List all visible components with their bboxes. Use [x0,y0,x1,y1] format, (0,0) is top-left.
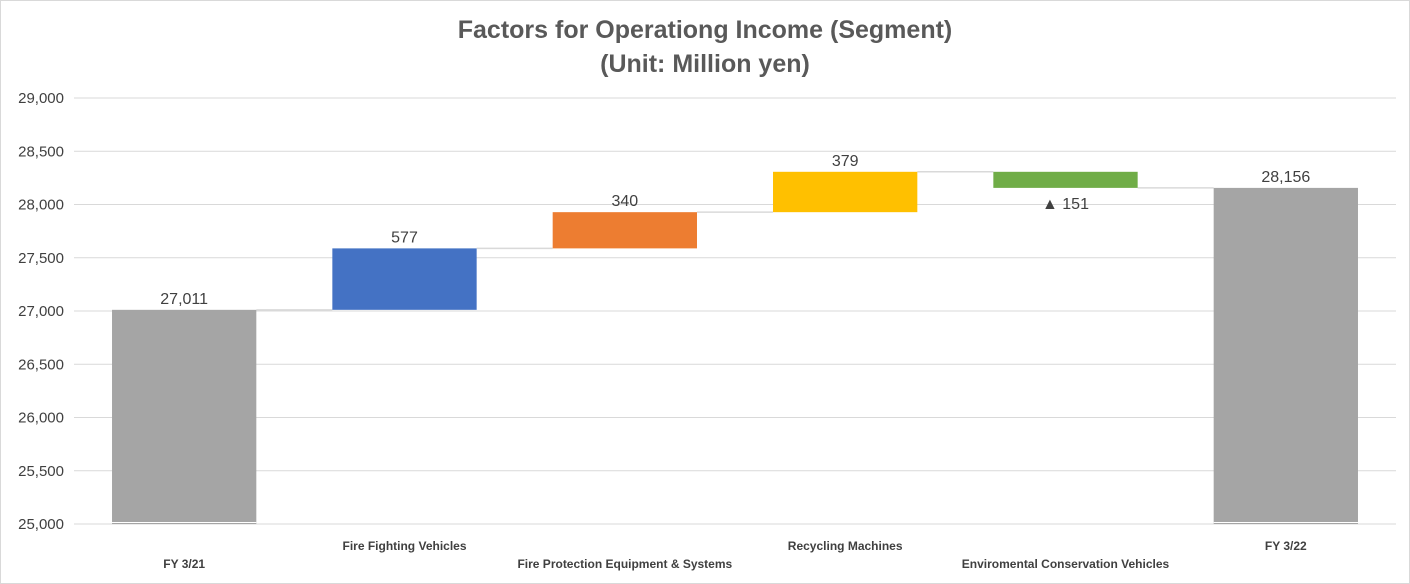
y-tick-label: 29,000 [18,90,64,107]
label-layer: 27,011 577 340 379 ▲ 151 28,156 [160,153,1310,308]
x-category-label: FY 3/21 [163,557,205,571]
grid-layer: 25,000 25,500 26,000 26,500 27,000 27,500 28,0… [18,90,1396,533]
x-category-label: Fire Fighting Vehicles [342,539,466,553]
y-tick-label: 28,500 [18,143,64,160]
data-label: ▲ 151 [1042,196,1089,213]
bar-3 [552,212,697,249]
data-label: 28,156 [1261,169,1310,186]
y-tick-label: 26,500 [18,356,64,373]
y-tick-label: 25,500 [18,463,64,480]
bar-1 [112,309,257,524]
chart-subtitle: (Unit: Million yen) [600,50,810,78]
x-category-label: Enviromental Conservation Vehicles [962,557,1170,571]
y-tick-label: 27,500 [18,250,64,267]
y-tick-label: 27,000 [18,303,64,320]
data-label: 27,011 [160,291,208,308]
x-category-label: Recycling Machines [788,539,903,553]
y-tick-label: 25,000 [18,516,64,533]
chart-title: Factors for Operationg Income (Segment) [458,16,953,44]
bar-6 [1213,187,1358,525]
data-label: 340 [611,193,638,210]
bar-4 [773,171,918,213]
x-category-label: Fire Protection Equipment & Systems [517,557,732,571]
bar-5 [993,171,1138,188]
data-label: 577 [391,229,418,246]
bar-2 [332,248,477,310]
data-label: 379 [832,153,859,170]
connector-layer [256,171,1214,311]
y-tick-label: 26,000 [18,410,64,427]
category-layer: FY 3/21 Fire Fighting Vehicles Fire Protec… [163,539,1307,571]
y-tick-label: 28,000 [18,197,64,214]
x-category-label: FY 3/22 [1265,539,1307,553]
bar-layer [112,171,1358,525]
